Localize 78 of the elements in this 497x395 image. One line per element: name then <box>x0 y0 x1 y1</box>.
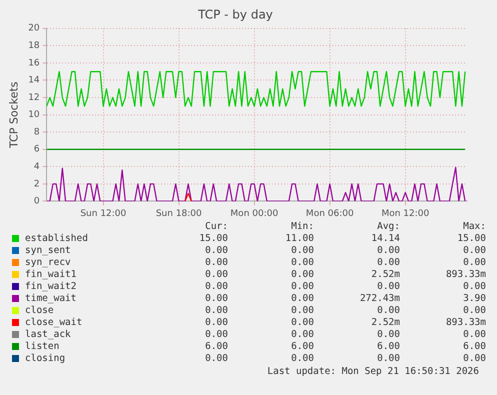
text: 6.00 <box>462 341 486 353</box>
y-tick-label: 2 <box>34 179 40 190</box>
text: 0.00 <box>376 329 400 341</box>
x-tick-label: Sun 12:00 <box>80 208 127 219</box>
text: 0.00 <box>290 305 314 317</box>
text: 15.00 <box>198 233 228 245</box>
text: Cur: <box>204 221 228 233</box>
chart-title: TCP - by day <box>197 7 273 22</box>
text: 6.00 <box>376 341 400 353</box>
legend-label: syn_sent <box>24 245 72 257</box>
text: 15.00 <box>456 233 486 245</box>
text: 0.00 <box>290 317 314 329</box>
x-tick-label: Sun 18:00 <box>156 208 202 219</box>
text: 0.00 <box>290 329 314 341</box>
text: Last update: Mon Sep 21 16:50:31 2026 <box>267 366 479 377</box>
y-tick-label: 4 <box>34 162 40 172</box>
text: 0.00 <box>204 293 228 305</box>
text: 0.00 <box>204 245 228 257</box>
text: 0.00 <box>204 317 228 329</box>
text: 0.00 <box>290 257 314 269</box>
text: 0.00 <box>462 245 486 257</box>
legend-label: established <box>24 233 89 245</box>
legend-label: listen <box>24 341 60 353</box>
text: 0.00 <box>376 257 400 269</box>
text: 893.33m <box>444 269 486 281</box>
text: 0.00 <box>204 329 228 341</box>
text: 0.00 <box>462 281 486 293</box>
text: 0.00 <box>290 353 314 365</box>
y-tick-label: 6 <box>34 144 40 155</box>
text: 272.43m <box>358 293 400 305</box>
text: 0.00 <box>290 245 314 257</box>
text: 14.14 <box>370 233 400 245</box>
text: 2.52m <box>370 317 400 329</box>
y-tick-label: 18 <box>28 41 40 52</box>
text: 0.00 <box>290 269 314 281</box>
legend-label: close <box>24 305 55 317</box>
text: 0.00 <box>290 281 314 293</box>
legend-label: time_wait <box>24 293 78 305</box>
text: 2.52m <box>370 269 400 281</box>
text: Max: <box>462 221 486 233</box>
x-tick-label: Mon 12:00 <box>381 208 430 219</box>
y-tick-label: 0 <box>34 196 40 207</box>
text: 0.00 <box>376 281 400 293</box>
text: Avg: <box>376 221 400 233</box>
legend-label: closing <box>24 353 66 365</box>
text: 0.00 <box>204 353 228 365</box>
text: 6.00 <box>204 341 228 353</box>
y-tick-label: 12 <box>28 92 40 103</box>
legend-label: fin_wait2 <box>24 281 78 293</box>
y-axis-title: TCP Sockets <box>7 81 20 150</box>
text: 0.00 <box>462 257 486 269</box>
legend-label: close_wait <box>24 317 84 329</box>
text: 0.00 <box>204 257 228 269</box>
x-tick-label: Mon 06:00 <box>306 208 354 219</box>
text: 0.00 <box>204 281 228 293</box>
text: 0.00 <box>376 245 400 257</box>
legend-label: fin_wait1 <box>24 269 78 281</box>
text: 3.90 <box>462 293 486 305</box>
text: 0.00 <box>290 293 314 305</box>
y-tick-label: 20 <box>28 24 40 34</box>
text: 0.00 <box>376 353 400 365</box>
y-tick-label: 10 <box>28 110 40 120</box>
text: 6.00 <box>290 341 314 353</box>
text: 0.00 <box>462 329 486 341</box>
y-tick-label: 8 <box>34 127 40 138</box>
text: 0.00 <box>462 353 486 365</box>
text: 0.00 <box>376 305 400 317</box>
text: 0.00 <box>204 305 228 317</box>
text: 0.00 <box>204 269 228 281</box>
y-tick-label: 14 <box>28 76 40 86</box>
legend-label: last_ack <box>24 329 72 341</box>
text: 0.00 <box>462 305 486 317</box>
legend-label: syn_recv <box>24 257 72 269</box>
x-tick-label: Mon 00:00 <box>230 208 278 219</box>
text: 11.00 <box>284 233 314 245</box>
text: Min: <box>290 221 314 233</box>
text: 893.33m <box>444 317 486 329</box>
y-tick-label: 16 <box>28 58 40 68</box>
